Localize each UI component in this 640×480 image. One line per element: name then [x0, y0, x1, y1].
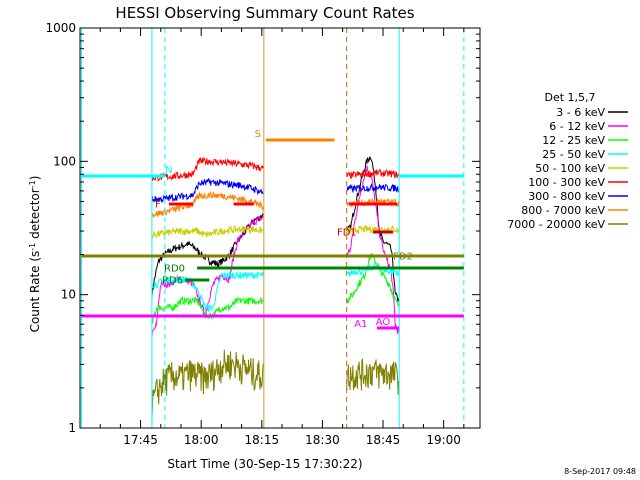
series-line: [346, 358, 400, 395]
y-axis-label: Count Rate (s-1 detector-1): [28, 176, 42, 333]
flag-label: FD2: [393, 252, 413, 263]
flag-label: A1: [354, 319, 367, 330]
y-axis-label-sup: -1: [28, 180, 37, 188]
x-tick-label: 18:00: [184, 433, 219, 447]
axis-layer: 17:45 18:00 18:15 18:30 18:45 19:00 1 10 100 1000: [45, 21, 480, 447]
x-tick-label: 18:15: [245, 433, 280, 447]
flag-label: RD6: [162, 276, 183, 287]
flag-fd1: FD1: [337, 228, 394, 239]
series-line: [151, 270, 264, 313]
x-tick-label: 18:30: [305, 433, 340, 447]
x-tick-label: 19:00: [426, 433, 461, 447]
legend-entry-label: 6 - 12 keV: [549, 120, 605, 133]
series-line: [346, 156, 400, 303]
plot-frame: [79, 27, 481, 429]
x-tick-label: 17:45: [123, 433, 158, 447]
flag-label: S: [255, 129, 261, 140]
flag-rd6: RD6: [162, 276, 210, 287]
flag-label: N: [165, 165, 172, 176]
x-axis-label: Start Time (30-Sep-15 17:30:22): [167, 457, 362, 471]
series-line: [346, 182, 400, 194]
vertical-lines-layer: [80, 28, 465, 428]
legend-entry-label: 800 - 7000 keV: [521, 204, 605, 217]
legend-entry-label: 12 - 25 keV: [542, 134, 605, 147]
x-tick-label: 18:45: [366, 433, 401, 447]
flag-n: N: [81, 165, 464, 178]
legend-entry-label: 50 - 100 keV: [535, 162, 605, 175]
flag-s: S: [255, 129, 335, 142]
y-axis-label-sup: -1: [28, 243, 37, 251]
series-layer: [151, 156, 400, 422]
y-axis-label-part: detector: [28, 188, 42, 243]
legend-title: Det 1,5,7: [544, 91, 595, 104]
series-line: [151, 349, 264, 422]
series-5: [151, 156, 400, 182]
flag-rd0: RD0: [164, 264, 464, 275]
flag-fd2: FD2: [81, 252, 464, 263]
series-line: [151, 156, 264, 182]
legend-entry-label: 300 - 800 keV: [528, 190, 605, 203]
flag-f: F: [155, 200, 398, 211]
series-line: [151, 225, 264, 239]
flag-label: FD1: [337, 228, 357, 239]
y-tick-label: 10: [61, 288, 76, 302]
legend-entry-label: 7000 - 20000 keV: [507, 218, 605, 231]
y-tick-label: 100: [53, 154, 76, 168]
legend-entry-label: 25 - 50 keV: [542, 148, 605, 161]
y-axis-label-part: Count Rate (s: [28, 251, 42, 333]
y-tick-label: 1: [68, 421, 76, 435]
series-line: [151, 190, 264, 219]
flag-label: F: [155, 200, 161, 211]
series-line: [151, 177, 264, 203]
flag-label: AO: [376, 317, 391, 328]
legend-entry-label: 3 - 6 keV: [556, 106, 605, 119]
chart-title: HESSI Observing Summary Count Rates: [115, 4, 414, 22]
flag-ao: AO: [376, 317, 400, 330]
y-axis-label-part: ): [28, 176, 42, 181]
footer-timestamp: 8-Sep-2017 09:48: [564, 467, 636, 476]
series-line: [346, 168, 400, 180]
flag-a1: A1: [81, 314, 464, 330]
series-8: [151, 349, 400, 422]
series-6: [151, 177, 400, 203]
y-tick-label: 1000: [45, 21, 76, 35]
legend-entry-label: 100 - 300 keV: [528, 176, 605, 189]
flag-label: RD0: [164, 264, 185, 275]
